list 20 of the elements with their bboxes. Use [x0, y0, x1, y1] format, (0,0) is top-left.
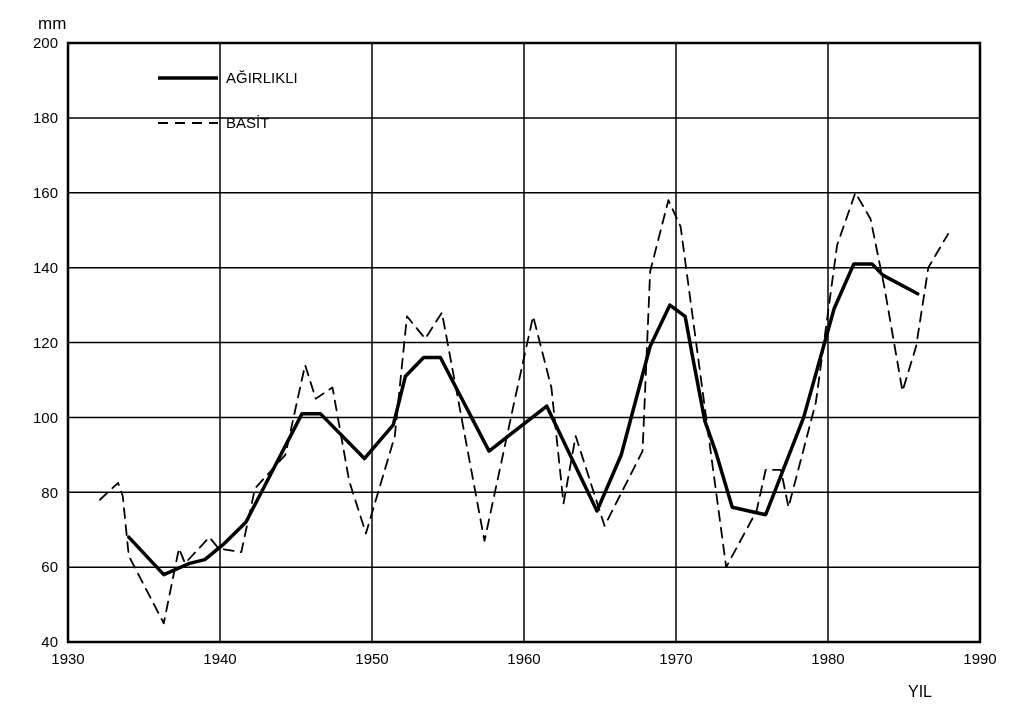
x-tick-label: 1950	[355, 650, 389, 667]
x-tick-label: 1930	[51, 650, 85, 667]
y-tick-label: 80	[41, 483, 58, 501]
x-axis-title: YIL	[907, 683, 933, 700]
x-tick-label: 1940	[203, 650, 237, 667]
legend-label: AĞIRLIKLI	[226, 69, 298, 87]
y-tick-label: 180	[32, 109, 58, 127]
y-axis-title: mm	[38, 14, 67, 33]
x-tick-label: 1960	[507, 650, 541, 667]
x-tick-label: 1990	[963, 650, 997, 667]
x-tick-label: 1980	[811, 650, 845, 667]
y-tick-label: 100	[32, 408, 58, 426]
y-tick-label: 140	[32, 258, 58, 276]
legend-label: BASİT	[226, 114, 270, 132]
y-tick-label: 120	[32, 333, 58, 351]
x-tick-label: 1970	[659, 650, 693, 667]
y-tick-label: 40	[41, 633, 58, 651]
y-tick-label: 60	[41, 558, 58, 576]
y-tick-label: 200	[32, 34, 58, 52]
y-tick-label: 160	[32, 184, 58, 201]
